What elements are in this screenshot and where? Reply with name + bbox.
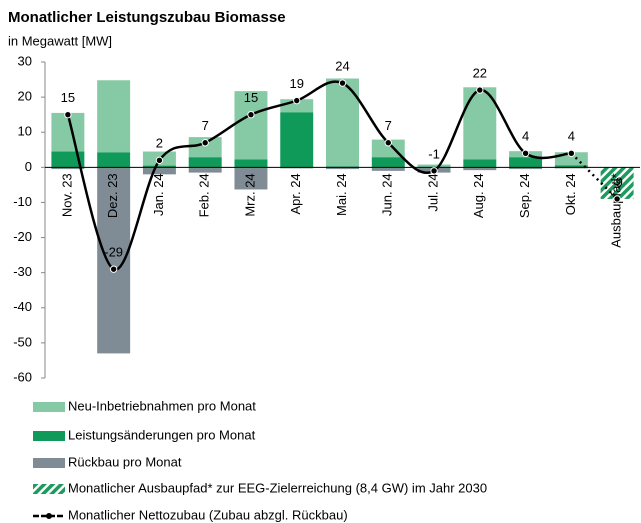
bar: [463, 87, 497, 160]
y-tick-label: -60: [13, 369, 32, 384]
data-label: 19: [289, 76, 303, 91]
data-label: 4: [568, 129, 575, 144]
bar: [97, 80, 131, 153]
legend-swatch: [33, 484, 65, 494]
data-label: 2: [156, 136, 163, 151]
x-tick-label: Jul. 24: [425, 173, 440, 211]
bar: [463, 167, 497, 171]
net-point: [64, 110, 72, 119]
legend-swatch: [33, 458, 65, 468]
legend-label: Neu-Inbetriebnahmen pro Monat: [68, 398, 256, 413]
bar: [51, 151, 85, 168]
net-point: [293, 96, 301, 105]
y-tick-label: -20: [13, 229, 32, 244]
bar: [97, 152, 131, 168]
net-point: [384, 139, 392, 147]
data-label: 22: [473, 66, 487, 81]
x-tick-label: Jan. 24: [151, 173, 166, 216]
x-tick-label: Aug. 24: [471, 173, 486, 218]
bar: [326, 167, 359, 170]
bar: [554, 167, 588, 169]
bar: [280, 167, 314, 169]
bar: [188, 137, 222, 158]
net-point: [109, 265, 118, 273]
legend-label: Monatlicher Nettozubau (Zubau abzgl. Rüc…: [68, 507, 348, 522]
y-tick-label: -30: [13, 264, 32, 279]
data-label: 4: [522, 129, 529, 144]
net-point: [247, 110, 255, 119]
data-label: 24: [335, 59, 349, 74]
x-tick-label: Apr. 24: [288, 173, 303, 214]
net-point: [201, 139, 209, 147]
bar: [234, 91, 268, 160]
bar: [234, 159, 268, 168]
x-tick-label: Sep. 24: [517, 173, 532, 218]
x-tick-label: Ausbaupfad*: [609, 173, 624, 247]
bar: [51, 167, 85, 170]
bar: [509, 157, 543, 168]
y-tick-label: 10: [18, 124, 32, 139]
x-tick-label: Feb. 24: [197, 173, 212, 217]
data-label: -1: [428, 146, 440, 161]
net-point: [567, 149, 576, 157]
data-label: 7: [385, 118, 392, 133]
bar: [554, 165, 588, 168]
x-tick-label: Nov. 23: [59, 173, 74, 217]
bar: [234, 167, 268, 190]
x-tick-label: Mai. 24: [334, 173, 349, 216]
y-tick-label: 0: [25, 159, 32, 174]
data-label: -9: [611, 174, 623, 189]
x-tick-label: Okt. 24: [563, 173, 578, 215]
bar: [509, 167, 543, 170]
legend-label: Leistungsänderungen pro Monat: [68, 427, 256, 442]
net-point: [155, 156, 164, 165]
x-tick-label: Mrz. 24: [242, 173, 257, 216]
legend-label: Rückbau pro Monat: [68, 454, 182, 469]
data-label: -29: [104, 245, 123, 260]
bar: [142, 165, 176, 168]
bar: [188, 167, 222, 173]
net-point: [613, 195, 621, 203]
y-tick-label: 20: [18, 89, 32, 104]
data-label: 15: [244, 90, 258, 105]
y-tick-label: -40: [13, 299, 32, 314]
net-point: [430, 167, 438, 175]
bar: [417, 164, 451, 167]
chart-title: Monatlicher Leistungszubau Biomasse: [8, 9, 286, 26]
legend-swatch: [33, 431, 65, 441]
data-label: 7: [202, 118, 209, 133]
bar: [463, 159, 497, 168]
net-point: [338, 79, 347, 87]
legend-label: Monatlicher Ausbaupfad* zur EEG-Zielerre…: [68, 480, 487, 495]
net-point: [521, 149, 530, 157]
legend-swatch: [33, 402, 65, 412]
y-tick-label: -50: [13, 334, 32, 349]
bar: [371, 157, 405, 168]
net-point: [476, 86, 484, 94]
bar: [142, 167, 176, 175]
bar: [326, 166, 359, 168]
bar: [280, 112, 314, 168]
bar: [600, 167, 634, 199]
data-label: 15: [61, 90, 75, 105]
chart-subtitle: in Megawatt [MW]: [8, 33, 112, 48]
y-tick-label: -10: [13, 194, 32, 209]
x-tick-label: Dez. 23: [105, 173, 120, 218]
y-tick-label: 30: [18, 53, 32, 68]
x-tick-label: Jun. 24: [380, 173, 395, 216]
bar: [188, 157, 222, 168]
legend-swatch-dot: [46, 513, 52, 519]
bar: [371, 167, 405, 171]
